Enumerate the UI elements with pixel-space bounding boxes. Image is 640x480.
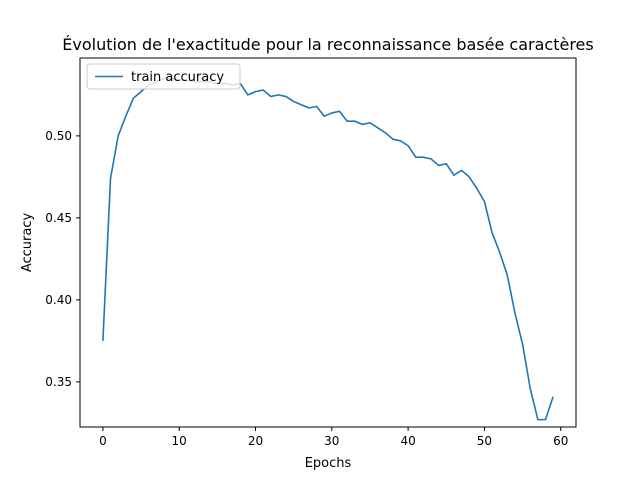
y-tick-label: 0.35	[45, 375, 72, 389]
x-tick-label: 60	[553, 434, 568, 448]
legend: train accuracy	[86, 63, 241, 90]
legend-box	[86, 63, 241, 90]
x-axis: 0 10 20 30 40 50 60	[99, 427, 568, 448]
plot-area-frame	[79, 57, 577, 428]
y-axis: 0.35 0.40 0.45 0.50	[45, 129, 80, 389]
x-tick-label: 20	[248, 434, 263, 448]
series-line-train-accuracy	[102, 77, 554, 421]
x-tick-label: 10	[172, 434, 187, 448]
x-tick-label: 0	[99, 434, 107, 448]
y-tick-label: 0.45	[45, 211, 72, 225]
x-tick-label: 50	[477, 434, 492, 448]
y-tick-label: 0.50	[45, 129, 72, 143]
legend-label-train-accuracy: train accuracy	[131, 70, 224, 85]
x-tick-label: 30	[324, 434, 339, 448]
y-tick-label: 0.40	[45, 293, 72, 307]
y-axis-label: Accuracy	[20, 213, 35, 273]
x-axis-label: Epochs	[305, 456, 352, 471]
x-tick-label: 40	[400, 434, 415, 448]
chart-title: Évolution de l'exactitude pour la reconn…	[62, 35, 593, 54]
